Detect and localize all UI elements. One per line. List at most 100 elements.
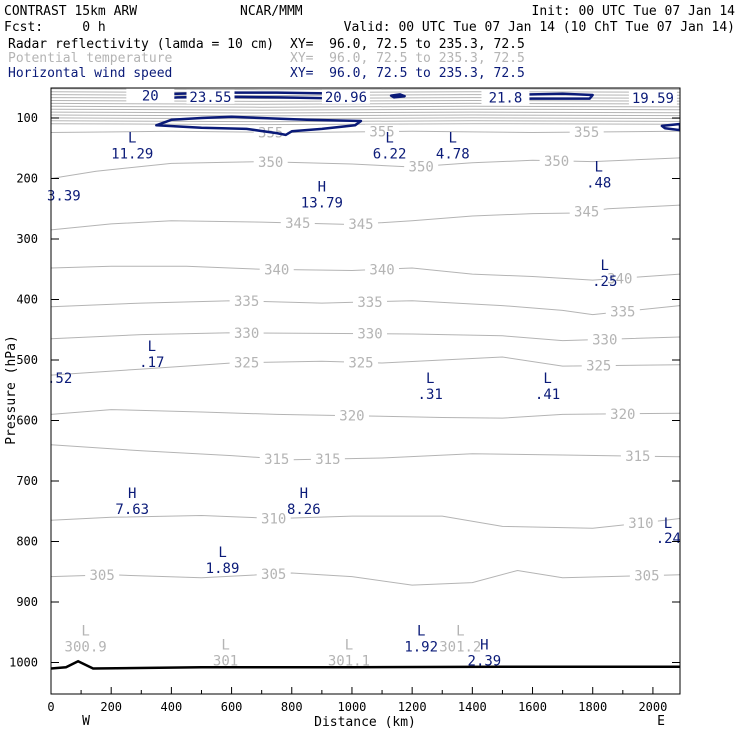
extremum-value: 4.78 bbox=[436, 146, 470, 162]
extremum-type: L bbox=[543, 371, 551, 387]
extremum-value: 8.26 bbox=[287, 502, 321, 518]
theta-contour-label: 320 bbox=[339, 409, 364, 425]
extremum-value: 300.9 bbox=[65, 640, 107, 656]
extremum-high: H7.63 bbox=[115, 486, 149, 518]
east-label: E bbox=[657, 714, 665, 729]
extremum-low: L11.29 bbox=[111, 130, 153, 162]
theta-band-line bbox=[51, 105, 680, 108]
x-tick-label: 400 bbox=[161, 700, 183, 714]
extremum-value: 11.29 bbox=[111, 146, 153, 162]
extremum-value: 1.92 bbox=[404, 640, 438, 656]
wind-contour bbox=[660, 122, 680, 132]
theta-band-line bbox=[51, 108, 680, 111]
y-tick-label: 400 bbox=[16, 293, 38, 307]
extremum-type: L bbox=[81, 624, 89, 640]
extremum-low: L.25 bbox=[592, 258, 617, 290]
extremum-value: .25 bbox=[592, 274, 617, 290]
extrema-labels: L11.29L6.22L4.78L.48H13.79L.25L.17L.31L.… bbox=[47, 130, 681, 669]
extremum-type: L bbox=[601, 258, 609, 274]
extremum-type: L bbox=[456, 624, 464, 640]
axes: 100 200 300 400 500 600 700 800 900 1000 0 200 400 60… bbox=[9, 111, 680, 714]
theta-contour-label: 320 bbox=[610, 407, 635, 423]
theta-label-bg bbox=[569, 125, 604, 140]
extremum-low: L.41 bbox=[535, 371, 560, 403]
theta-label-bg bbox=[620, 449, 655, 464]
theta-contour-label: 330 bbox=[592, 332, 617, 348]
y-tick-label: 800 bbox=[16, 535, 38, 549]
theta-band-line bbox=[51, 120, 680, 123]
theta-contour-label: 330 bbox=[234, 326, 259, 342]
theta-contour-label: 330 bbox=[357, 327, 382, 343]
x-tick-label: 1600 bbox=[518, 700, 547, 714]
theta-contour-label: 340 bbox=[607, 271, 632, 287]
extremum-type: L bbox=[664, 516, 672, 532]
field-theta-name: Potential temperature bbox=[8, 51, 173, 66]
edge-extremum-value: .52 bbox=[47, 371, 72, 387]
x-tick-label: 1000 bbox=[338, 700, 367, 714]
extremum-high: H8.26 bbox=[287, 486, 321, 518]
extremum-value: .31 bbox=[418, 387, 443, 403]
theta-label-bg bbox=[581, 358, 616, 373]
extremum-value: 301 bbox=[213, 653, 238, 669]
wind-contours: 20 23.55 20.96 21.8 19.59 bbox=[126, 88, 680, 137]
x-tick-label: 2000 bbox=[638, 700, 667, 714]
theta-contour-label: 315 bbox=[625, 449, 650, 465]
field-wind-name: Horizontal wind speed bbox=[8, 66, 172, 81]
extremum-type: L bbox=[417, 624, 425, 640]
theta-contour-label: 325 bbox=[586, 359, 611, 375]
y-tick-label: 300 bbox=[16, 232, 38, 246]
theta-label-bg bbox=[343, 216, 378, 231]
x-tick-label: 1800 bbox=[578, 700, 607, 714]
theta-label-bg bbox=[280, 216, 315, 231]
extremum-low: L6.22 bbox=[373, 130, 407, 162]
theta-label-bg bbox=[229, 355, 264, 370]
wind-label-bg bbox=[186, 89, 235, 104]
extremum-type: L bbox=[595, 159, 603, 175]
x-tick-label: 600 bbox=[221, 700, 243, 714]
theta-contour-315 bbox=[51, 444, 680, 461]
y-tick-label: 700 bbox=[16, 474, 38, 488]
extremum-type: L bbox=[128, 130, 136, 146]
extremum-type: L bbox=[385, 130, 393, 146]
theta-label-bg bbox=[605, 304, 640, 319]
extremum-low: L.31 bbox=[418, 371, 443, 403]
extremum-value: 13.79 bbox=[301, 195, 343, 211]
theta-contour-310 bbox=[51, 514, 680, 529]
theta-label-bg bbox=[256, 566, 291, 581]
extremum-value: 6.22 bbox=[373, 146, 407, 162]
plot-frame bbox=[50, 87, 681, 695]
theta-contour-label: 305 bbox=[634, 569, 659, 585]
theta-label-bg bbox=[365, 262, 400, 277]
field-wind-xy: XY= 96.0, 72.5 to 235.3, 72.5 bbox=[290, 66, 525, 81]
org-title: NCAR/MMM bbox=[240, 4, 303, 19]
theta-label-bg bbox=[539, 153, 574, 168]
x-tick-label: 800 bbox=[281, 700, 303, 714]
theta-label-bg bbox=[365, 124, 400, 139]
x-tick-label: 200 bbox=[100, 700, 122, 714]
theta-contour-label: 315 bbox=[264, 452, 289, 468]
x-tick-label: 0 bbox=[47, 700, 54, 714]
theta-contour-label: 305 bbox=[261, 567, 286, 583]
theta-contour-label: 345 bbox=[285, 216, 310, 232]
theta-label-bg bbox=[353, 326, 388, 341]
wind-label-bg bbox=[628, 91, 677, 106]
theta-contour-label: 350 bbox=[409, 159, 434, 175]
y-tick-label: 600 bbox=[16, 414, 38, 428]
theta-label-bg bbox=[253, 154, 288, 169]
wind-label-bg bbox=[321, 89, 370, 104]
extremum-high: H13.79 bbox=[301, 179, 343, 211]
forecast-hour: Fcst: 0 h bbox=[4, 20, 106, 35]
theta-label-bg bbox=[310, 452, 345, 467]
theta-contour-label: 325 bbox=[234, 356, 259, 372]
extremum-value: 2.39 bbox=[468, 653, 502, 669]
extremum-type: L bbox=[221, 637, 229, 653]
y-tick-label: 200 bbox=[16, 172, 38, 186]
theta-label-bg bbox=[629, 568, 664, 583]
y-axis-label: Pressure (hPa) bbox=[4, 335, 19, 445]
theta-label-bg bbox=[259, 262, 294, 277]
theta-contour-label: 340 bbox=[369, 262, 394, 278]
wind-contour-label: 20 bbox=[142, 89, 159, 105]
